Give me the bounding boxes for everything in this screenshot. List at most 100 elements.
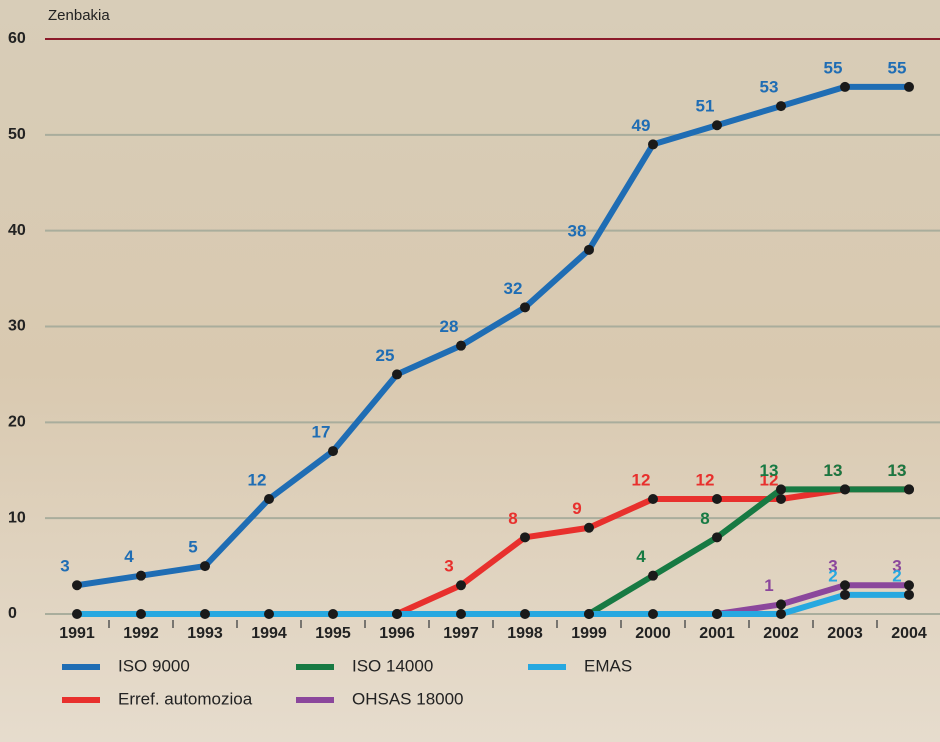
data-label: 8	[700, 509, 709, 528]
legend-label: ISO 9000	[118, 656, 190, 675]
y-axis-label: Zenbakia	[48, 7, 110, 24]
data-label: 5	[188, 538, 197, 557]
data-point	[712, 494, 722, 504]
data-point	[72, 609, 82, 619]
data-point	[904, 580, 914, 591]
data-label: 55	[888, 58, 907, 77]
data-point	[648, 609, 658, 619]
data-label: 13	[888, 461, 907, 480]
data-label: 13	[760, 461, 779, 480]
x-tick-label: 1994	[251, 625, 287, 642]
data-label: 17	[312, 423, 331, 442]
data-label: 4	[636, 547, 646, 566]
data-point	[776, 101, 786, 112]
data-point	[584, 244, 594, 255]
y-tick-label: 20	[8, 414, 26, 431]
data-point	[904, 589, 914, 600]
y-tick-label: 40	[8, 222, 26, 239]
data-label: 13	[824, 461, 843, 480]
data-label: 12	[248, 470, 267, 489]
x-tick-label: 1996	[379, 625, 415, 642]
data-point	[776, 494, 786, 504]
data-point	[840, 484, 850, 495]
data-point	[904, 484, 914, 495]
data-point	[200, 561, 210, 572]
data-label: 12	[760, 470, 779, 489]
legend-label: OHSAS 18000	[352, 689, 464, 708]
data-label: 51	[696, 97, 715, 116]
series-line	[587, 486, 909, 617]
data-point	[520, 302, 530, 313]
data-point	[648, 139, 658, 150]
data-point	[456, 580, 466, 591]
x-tick-label: 2001	[699, 625, 735, 642]
data-point	[584, 522, 594, 533]
data-point	[328, 609, 338, 619]
data-label: 12	[632, 470, 651, 489]
data-label: 25	[376, 346, 395, 365]
y-tick-label: 50	[8, 126, 26, 143]
x-tick-label: 1991	[59, 625, 95, 642]
data-point	[456, 609, 466, 619]
x-tick-label: 1993	[187, 625, 223, 642]
y-tick-label: 30	[8, 318, 26, 335]
data-point	[712, 120, 722, 131]
data-label: 3	[828, 557, 837, 576]
series-line	[76, 83, 909, 589]
data-point	[72, 580, 82, 591]
legend-label: ISO 14000	[352, 656, 433, 675]
legend-label: EMAS	[584, 656, 632, 675]
data-point	[392, 369, 402, 380]
data-label: 12	[696, 470, 715, 489]
x-tick-label: 1992	[123, 625, 159, 642]
y-tick-label: 60	[8, 30, 26, 47]
data-label: 13	[888, 461, 907, 480]
data-label: 53	[760, 78, 779, 97]
data-label: 55	[824, 58, 843, 77]
data-point	[840, 580, 850, 591]
data-label: 49	[632, 116, 651, 135]
data-label: 13	[824, 461, 843, 480]
data-point	[584, 609, 594, 619]
data-point	[136, 609, 146, 619]
data-point	[136, 570, 146, 581]
x-tick-label: 2003	[827, 625, 863, 642]
data-label: 8	[508, 509, 517, 528]
data-label: 32	[504, 279, 523, 298]
data-label: 3	[892, 557, 901, 576]
x-tick-label: 1999	[571, 625, 607, 642]
x-tick-label: 1998	[507, 625, 543, 642]
data-point	[776, 484, 786, 495]
x-tick-label: 1995	[315, 625, 351, 642]
x-tick-label: 2004	[891, 625, 927, 642]
series-line	[77, 591, 909, 617]
data-point	[712, 532, 722, 543]
data-point	[840, 589, 850, 600]
data-point	[776, 599, 786, 610]
x-tick-label: 2002	[763, 625, 799, 642]
y-tick-label: 0	[8, 605, 17, 622]
data-label: 2	[892, 566, 901, 585]
data-label: 3	[60, 557, 69, 576]
data-label: 2	[828, 566, 837, 585]
data-point	[648, 494, 658, 504]
legend-label: Erref. automozioa	[118, 689, 253, 708]
data-label: 38	[568, 221, 587, 240]
data-label: 28	[440, 317, 459, 336]
data-point	[520, 532, 530, 543]
data-point	[904, 81, 914, 92]
data-point	[648, 570, 658, 581]
data-point	[840, 81, 850, 92]
data-point	[712, 609, 722, 619]
data-point	[200, 609, 210, 619]
data-point	[776, 609, 786, 619]
data-label: 1	[764, 576, 773, 595]
data-label: 9	[572, 499, 581, 518]
x-tick-label: 2000	[635, 625, 671, 642]
data-label: 4	[124, 547, 134, 566]
x-tick-label: 1997	[443, 625, 479, 642]
data-point	[264, 609, 274, 619]
data-point	[392, 609, 402, 619]
data-point	[328, 446, 338, 457]
